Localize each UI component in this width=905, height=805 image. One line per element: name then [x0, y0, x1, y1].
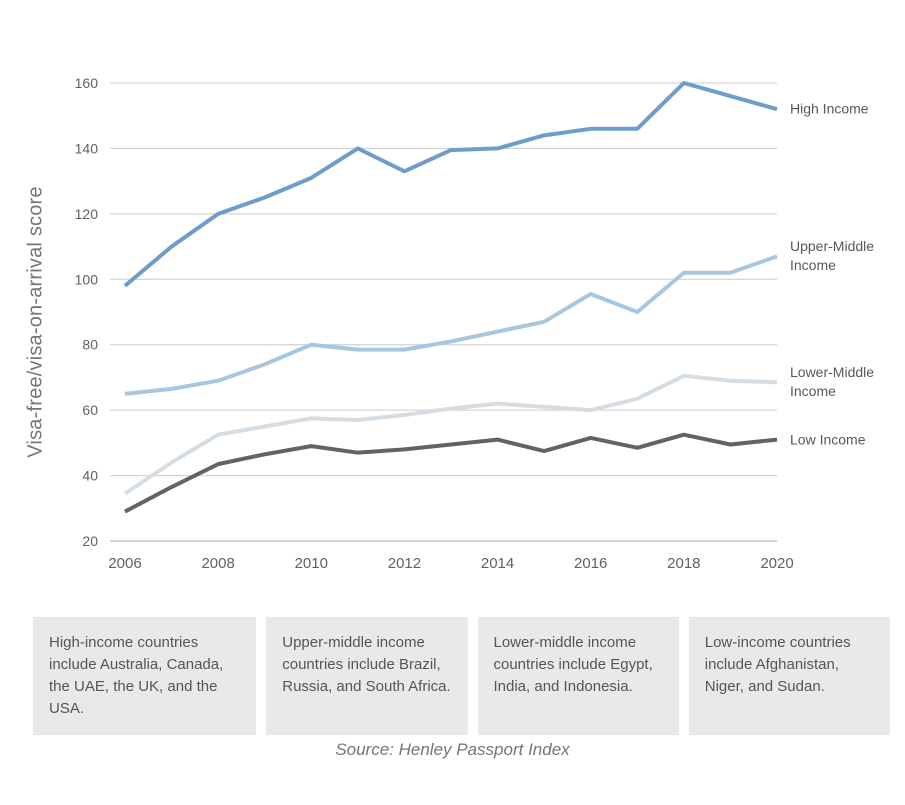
x-tick-label-2006: 2006 — [108, 555, 141, 572]
info-box-high-income-text: High-income countries include Australia,… — [49, 634, 224, 717]
y-tick-label-80: 80 — [82, 337, 98, 353]
y-tick-label-40: 40 — [82, 468, 98, 484]
x-tick-label-2014: 2014 — [481, 555, 514, 572]
x-tick-label-2012: 2012 — [388, 555, 421, 572]
info-box-lower-middle-income: Lower-middle income countries include Eg… — [477, 617, 679, 735]
series-label-upper-middle-income: Upper-Middle Income — [790, 238, 875, 274]
source-caption: Source: Henley Passport Index — [335, 740, 570, 759]
income-group-notes: High-income countries include Australia,… — [33, 617, 890, 735]
info-box-low-income: Low-income countries include Afghanistan… — [688, 617, 890, 735]
y-tick-label-140: 140 — [75, 140, 99, 156]
y-tick-label-60: 60 — [82, 402, 98, 418]
y-tick-label-100: 100 — [75, 271, 99, 287]
y-tick-label-160: 160 — [75, 75, 99, 91]
x-tick-label-2008: 2008 — [201, 555, 234, 572]
series-line-high-income — [123, 81, 778, 288]
info-box-high-income: High-income countries include Australia,… — [33, 617, 257, 735]
info-box-lower-middle-income-text: Lower-middle income countries include Eg… — [493, 634, 653, 695]
x-tick-label-2016: 2016 — [574, 555, 607, 572]
series-label-high-income: High Income — [790, 100, 869, 117]
series-label-low-income: Low Income — [790, 431, 866, 448]
x-tick-label-2020: 2020 — [760, 555, 793, 572]
y-tick-label-120: 120 — [75, 206, 99, 222]
x-tick-label-2018: 2018 — [667, 555, 700, 572]
info-box-upper-middle-income: Upper-middle income countries include Br… — [266, 617, 468, 735]
series-line-low-income — [124, 432, 778, 514]
line-chart: 20 40 60 80 100 120 140 160 2006 2008 2010 2012 2014… — [75, 75, 794, 572]
x-tick-label-2010: 2010 — [295, 555, 328, 572]
series-line-lower-middle-income — [123, 373, 778, 496]
info-box-low-income-text: Low-income countries include Afghanistan… — [704, 634, 851, 695]
series-label-lower-middle-income: Lower-Middle Income — [790, 364, 875, 400]
info-box-upper-middle-income-text: Upper-middle income countries include Br… — [282, 634, 451, 695]
y-tick-label-20: 20 — [82, 533, 98, 549]
series-line-upper-middle-income — [124, 254, 778, 396]
